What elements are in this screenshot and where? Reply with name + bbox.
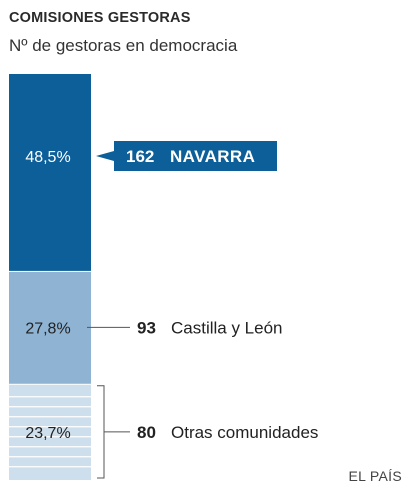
- segment-percent-label: 48,5%: [25, 149, 70, 166]
- segment-count: 80: [137, 423, 156, 442]
- chart-title: COMISIONES GESTORAS: [9, 10, 191, 26]
- segment-name: Castilla y León: [171, 318, 283, 337]
- bar-segment-1: [9, 271, 91, 384]
- segment-count: 93: [137, 318, 156, 337]
- segment-name: NAVARRA: [170, 147, 255, 166]
- source-credit: EL PAÍS: [348, 468, 402, 484]
- segment-bracket: [97, 385, 105, 479]
- chart-subtitle: Nº de gestoras en democracia: [9, 36, 238, 55]
- segment-percent-label: 27,8%: [25, 320, 70, 337]
- segment-percent-label: 23,7%: [25, 425, 70, 442]
- highlight-callout: [96, 141, 277, 171]
- bar-segment-0: [9, 74, 91, 271]
- bar-segment-2: [9, 384, 91, 480]
- segment-name: Otras comunidades: [171, 423, 318, 442]
- segment-count: 162: [126, 147, 154, 166]
